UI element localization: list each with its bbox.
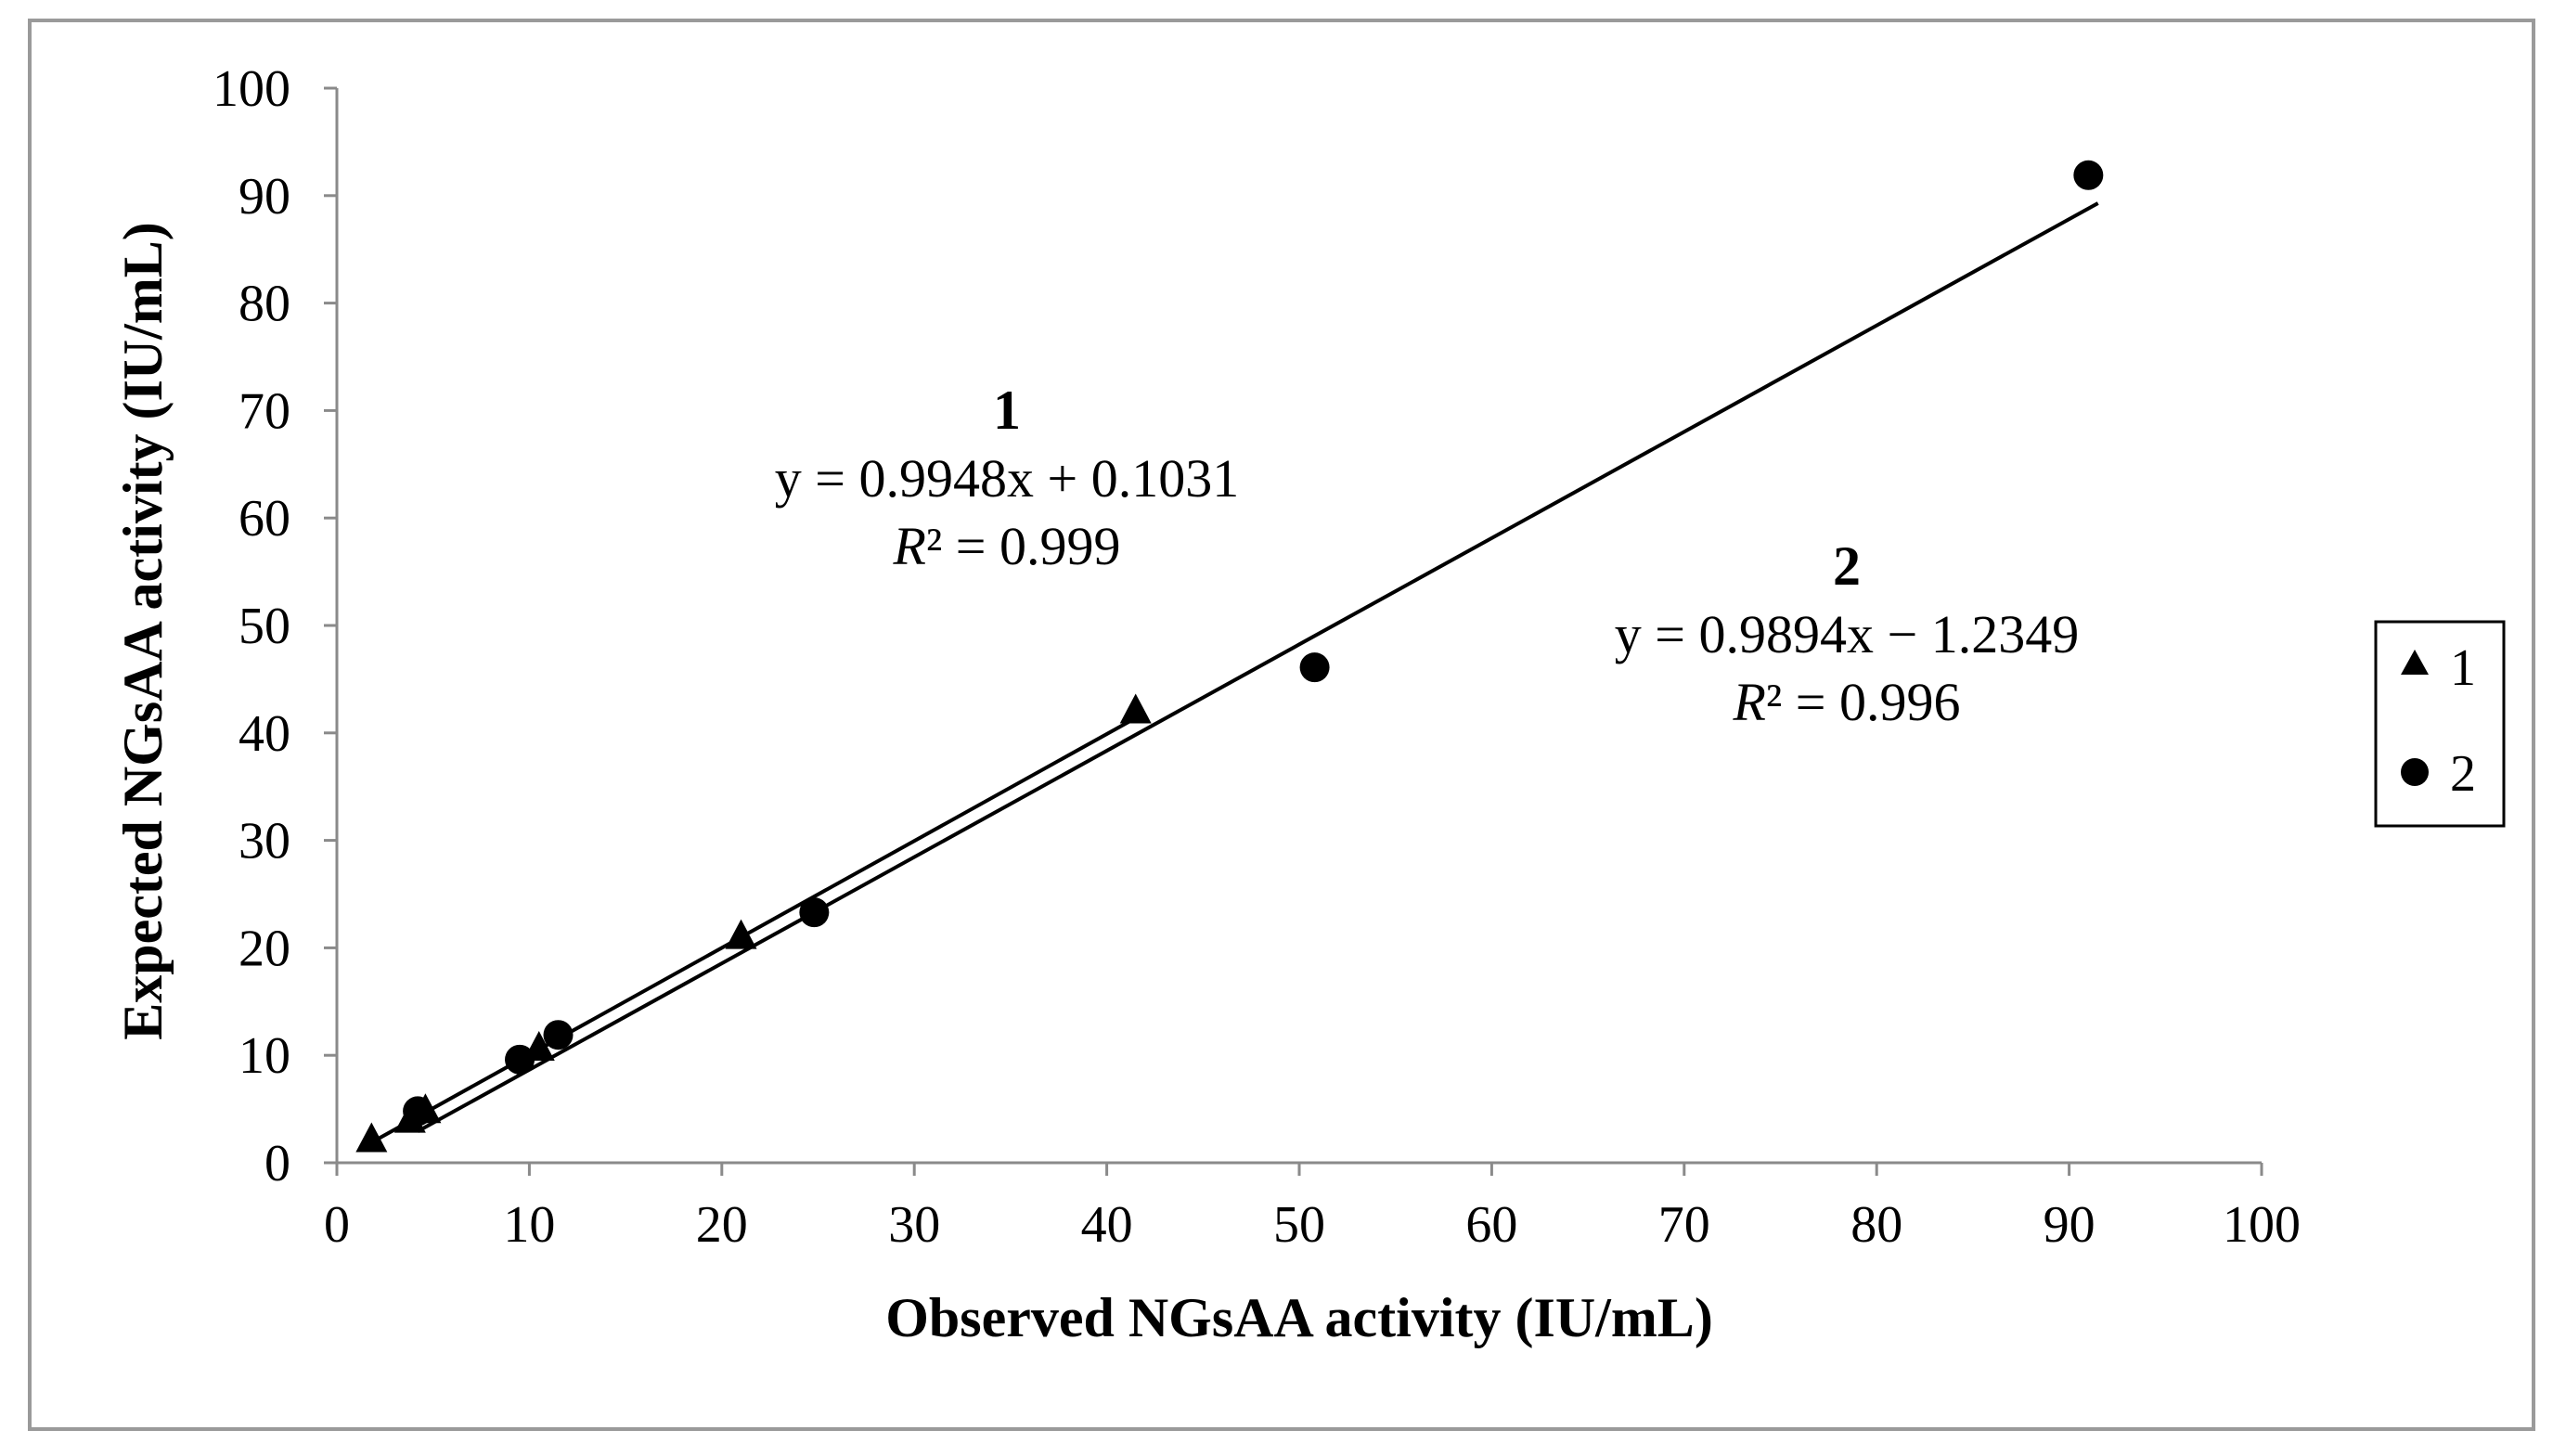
series-2-eq-r2: R² = 0.996 [1732,672,1960,732]
x-tick-label: 30 [888,1196,940,1254]
y-tick-label: 20 [239,920,290,977]
marker-triangle-series-1 [1119,693,1152,724]
legend-circle-icon [2401,758,2429,786]
x-tick-label: 10 [503,1196,555,1254]
series-1-eq-formula: y = 0.9948x + 0.1031 [775,448,1239,509]
x-axis-ticks: 0 10 20 30 40 50 60 70 80 90 100 [324,1163,2301,1254]
legend-label-2: 2 [2450,745,2476,803]
x-tick-label: 90 [2044,1196,2095,1254]
y-tick-label: 80 [239,276,290,333]
marker-circle-series-2 [799,897,830,928]
y-axis-title: Expected NGsAA activity (IU/mL) [112,222,174,1040]
marker-circle-series-2 [543,1020,574,1050]
y-tick-label: 0 [264,1135,290,1192]
y-tick-label: 40 [239,705,290,763]
marker-circle-series-2 [403,1096,433,1127]
marker-circle-series-2 [505,1044,535,1075]
series-2-r2-symbol: R [1732,672,1765,732]
x-tick-label: 100 [2223,1196,2301,1254]
y-tick-label: 30 [239,813,290,870]
y-axis-ticks: 0 10 20 30 40 50 60 70 80 90 100 [213,60,337,1192]
y-tick-label: 70 [239,382,290,440]
marker-circle-series-2 [2073,160,2104,190]
trendline-series-2 [417,201,2099,1133]
series-1-r2-symbol: R [892,516,925,576]
trendlines [370,201,2099,1144]
series-1-eq-r2: R² = 0.999 [892,516,1120,576]
chart-frame [28,19,2535,1431]
trendline-series-1 [370,715,1137,1144]
data-markers [355,160,2104,1153]
x-tick-label: 80 [1850,1196,1902,1254]
x-tick-label: 60 [1465,1196,1517,1254]
x-axis-title: Observed NGsAA activity (IU/mL) [885,1287,1713,1348]
y-tick-label: 50 [239,598,290,655]
y-tick-label: 10 [239,1027,290,1085]
series-2-eq-title: 2 [1833,535,1861,597]
series-2-equation: 2 y = 0.9894x − 1.2349 R² = 0.996 [1615,535,2079,732]
x-tick-label: 0 [324,1196,350,1254]
series-2-eq-formula: y = 0.9894x − 1.2349 [1615,604,2079,664]
y-tick-label: 100 [213,60,290,118]
x-tick-label: 50 [1273,1196,1325,1254]
x-tick-label: 40 [1081,1196,1133,1254]
marker-circle-series-2 [1299,652,1330,683]
series-1-r2-value: ² = 0.999 [926,516,1121,576]
legend-label-1: 1 [2450,639,2476,697]
marker-triangle-series-1 [355,1122,388,1153]
legend: 1 2 [2374,620,2506,828]
legend-triangle-icon [2401,650,2429,675]
series-1-eq-title: 1 [993,380,1021,441]
marker-triangle-series-1 [725,919,757,949]
x-tick-label: 20 [696,1196,748,1254]
series-2-r2-value: ² = 0.996 [1766,672,1961,732]
y-tick-label: 60 [239,490,290,548]
y-tick-label: 90 [239,168,290,225]
series-1-equation: 1 y = 0.9948x + 0.1031 R² = 0.999 [775,380,1239,576]
x-tick-label: 70 [1658,1196,1710,1254]
legend-box [2374,620,2506,828]
